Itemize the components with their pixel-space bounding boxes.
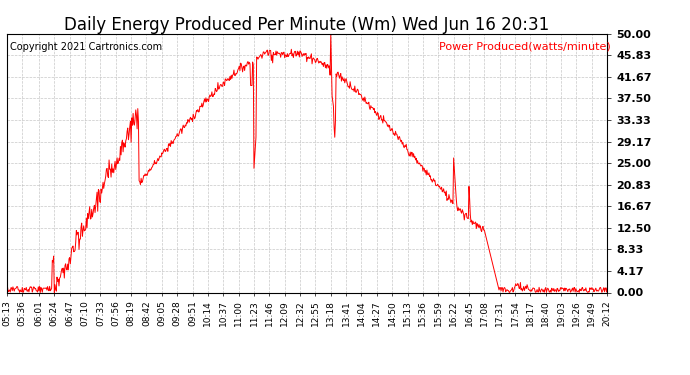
Text: Power Produced(watts/minute): Power Produced(watts/minute) [439, 42, 611, 51]
Text: Copyright 2021 Cartronics.com: Copyright 2021 Cartronics.com [10, 42, 162, 51]
Title: Daily Energy Produced Per Minute (Wm) Wed Jun 16 20:31: Daily Energy Produced Per Minute (Wm) We… [64, 16, 550, 34]
